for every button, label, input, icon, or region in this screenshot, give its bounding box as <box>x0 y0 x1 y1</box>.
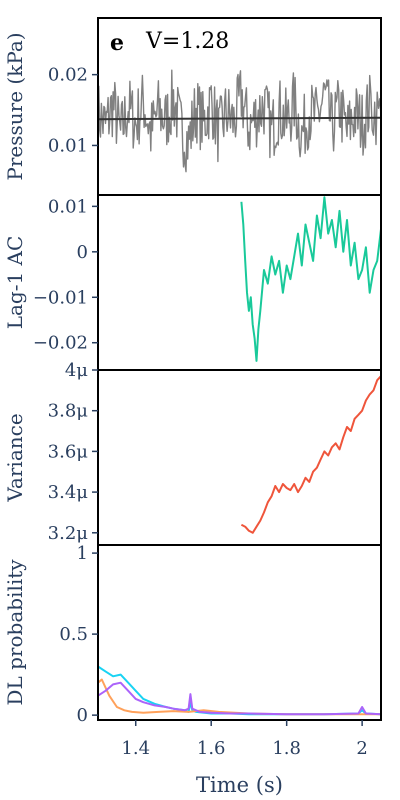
variance-frame <box>97 369 382 546</box>
dl-probability-frame <box>97 544 382 721</box>
lag1-ac-ytick-label: −0.01 <box>33 287 88 308</box>
dl-probability-ytick-label: 0.5 <box>59 624 88 645</box>
dl-probability-xtick-label: 1.4 <box>121 738 150 759</box>
lag1-ac-ytick-label: −0.02 <box>33 333 88 354</box>
variance-series-line-0 <box>240 375 381 534</box>
lag1-ac-ytick-label: 0.01 <box>48 196 88 217</box>
lag1-ac-series-line-0 <box>240 196 381 362</box>
variance-ytick-label: 3.8μ <box>48 401 89 422</box>
dl-probability-ytick-label: 1 <box>77 543 88 564</box>
panel-annotation: V=1.28 <box>145 29 229 54</box>
lag1-ac-ytick-label: 0 <box>77 242 88 263</box>
variance-ylabel: Variance <box>3 413 27 502</box>
variance-panel: 4μ 3.8μ 3.6μ 3.4μ 3.2μ Variance <box>3 360 382 546</box>
variance-ytick-label: 4μ <box>65 360 88 381</box>
dl-probability-xtick-label: 1.6 <box>197 738 226 759</box>
pressure-series-line-1 <box>98 116 381 121</box>
pressure-ytick-label: 0.02 <box>48 65 88 86</box>
dl-probability-series-line-0 <box>98 665 381 716</box>
lag1-ac-panel: 0.01 0 −0.01 −0.02 Lag-1 AC <box>3 194 382 371</box>
lag1-ac-ylabel: Lag-1 AC <box>3 236 27 330</box>
variance-ytick-label: 3.6μ <box>48 441 89 462</box>
dl-probability-ytick-label: 0 <box>77 705 88 726</box>
dl-probability-xtick-label: 2 <box>356 738 367 759</box>
pressure-ytick-label: 0.01 <box>48 135 88 156</box>
dl-probability-xtick-label: 1.8 <box>272 738 301 759</box>
x-axis-label: Time (s) <box>196 773 283 797</box>
dl-probability-ylabel: DL probability <box>3 559 27 706</box>
pressure-panel: 0.01 0.02 Pressure (kPa) e V=1.28 <box>3 17 382 196</box>
panel-letter: e <box>110 30 124 56</box>
dl-probability-series-line-2 <box>98 681 381 716</box>
pressure-series-line-0 <box>98 69 381 173</box>
dl-probability-panel: 1 0.5 0 DL probability 1.4 1.6 1.8 2 Time (s) <box>3 543 382 797</box>
variance-ytick-label: 3.4μ <box>48 482 89 503</box>
variance-ytick-label: 3.2μ <box>48 523 89 544</box>
pressure-ylabel: Pressure (kPa) <box>3 32 27 180</box>
